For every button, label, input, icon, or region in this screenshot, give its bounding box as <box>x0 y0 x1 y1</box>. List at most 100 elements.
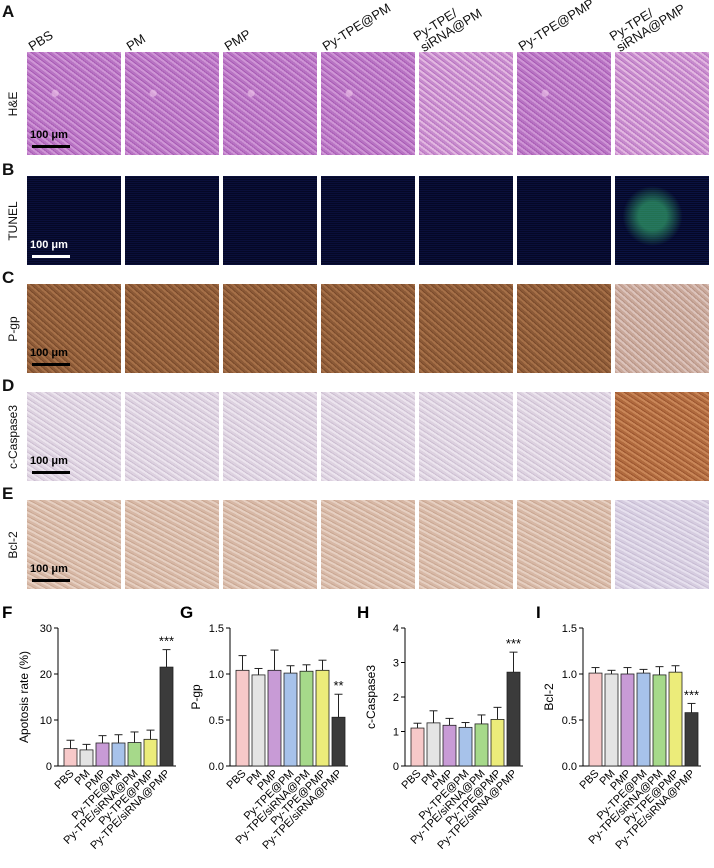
micrograph-h-e-1 <box>125 52 219 155</box>
bar <box>490 719 505 767</box>
bar <box>111 742 126 767</box>
panel-label-h: H <box>357 603 369 622</box>
x-tick-label: Py-TPE/siRNA@PMP <box>88 768 172 852</box>
micrograph-tunel-0 <box>27 176 121 265</box>
group-label-6: Py-TPE/ siRNA@PMP <box>606 0 688 55</box>
x-tick-label: Py-TPE/siRNA@PM <box>234 768 313 847</box>
y-tick-label: 20 <box>40 669 52 681</box>
x-tick-label: Py-TPE@PMP <box>269 768 329 828</box>
scale-bar <box>32 145 70 148</box>
bar <box>474 723 489 767</box>
x-tick-label: Py-TPE/siRNA@PMP <box>613 768 697 852</box>
scale-bar <box>32 471 70 474</box>
micrograph-bcl-2-4 <box>419 500 513 589</box>
scale-bar <box>32 579 70 582</box>
micrograph-c-caspase3-6 <box>615 392 709 481</box>
scale-bar-label: 100 μm <box>30 347 68 359</box>
micrograph-h-e-0 <box>27 52 121 155</box>
x-tick-label: PBS <box>225 768 249 792</box>
scale-bar-label: 100 μm <box>30 563 68 575</box>
y-tick-label: 0.0 <box>562 761 577 773</box>
x-tick-label: PMP <box>83 768 108 793</box>
group-label-5: Py-TPE@PMP <box>515 0 597 54</box>
y-axis-label: P-gp <box>189 684 203 710</box>
y-tick-label: 1.0 <box>209 669 224 681</box>
y-tick-label: 0.5 <box>562 715 577 727</box>
bar <box>442 724 457 767</box>
y-tick-label: 0.5 <box>209 715 224 727</box>
y-tick-label: 4 <box>393 623 399 635</box>
micrograph-h-e-3 <box>321 52 415 155</box>
micrograph-c-caspase3-2 <box>223 392 317 481</box>
bar <box>636 672 651 767</box>
bar <box>331 716 346 767</box>
micrograph-c-caspase3-1 <box>125 392 219 481</box>
bar <box>668 671 683 767</box>
micrograph-p-gp-1 <box>125 284 219 373</box>
y-tick-label: 0.0 <box>209 761 224 773</box>
x-tick-label: Py-TPE@PMP <box>444 768 504 828</box>
bar <box>235 669 250 767</box>
group-label-1: PM <box>123 30 149 54</box>
micrograph-tunel-2 <box>223 176 317 265</box>
y-tick-label: 1 <box>393 727 399 739</box>
group-label-4: Py-TPE/ siRNA@PM <box>410 5 485 55</box>
group-label-3: Py-TPE@PM <box>319 0 394 54</box>
bar <box>604 673 619 767</box>
bar <box>127 742 142 767</box>
x-tick-label: Py-TPE/siRNA@PM <box>62 768 141 847</box>
y-tick-label: 2 <box>393 692 399 704</box>
micrograph-bcl-2-6 <box>615 500 709 589</box>
bar <box>159 666 174 767</box>
bar <box>315 669 330 767</box>
x-tick-label: Py-TPE/siRNA@PMP <box>435 768 519 852</box>
bar <box>588 672 603 767</box>
micrograph-c-caspase3-3 <box>321 392 415 481</box>
panel-label-e: E <box>2 484 14 503</box>
x-tick-label: Py-TPE/siRNA@PM <box>409 768 488 847</box>
x-tick-label: PMP <box>608 768 633 793</box>
scale-bar-label: 100 μm <box>30 129 68 141</box>
x-tick-label: PMP <box>430 768 455 793</box>
x-tick-label: Py-TPE@PM <box>417 768 472 823</box>
bar <box>620 673 635 767</box>
x-tick-label: PM <box>244 768 264 788</box>
bar <box>63 748 78 767</box>
micrograph-p-gp-5 <box>517 284 611 373</box>
micrograph-h-e-5 <box>517 52 611 155</box>
micrograph-tunel-6 <box>615 176 709 265</box>
x-tick-label: PBS <box>578 768 602 792</box>
micrograph-tunel-3 <box>321 176 415 265</box>
y-tick-label: 30 <box>40 623 52 635</box>
micrograph-bcl-2-3 <box>321 500 415 589</box>
panel-label-d: D <box>2 376 15 395</box>
significance-annotation: *** <box>506 636 521 651</box>
x-tick-label: Py-TPE@PM <box>242 768 297 823</box>
x-tick-label: PBS <box>400 768 424 792</box>
y-tick-label: 3 <box>393 658 399 670</box>
panel-label-b: B <box>2 160 15 179</box>
panel-label-a: A <box>2 2 15 21</box>
scale-bar-label: 100 μm <box>30 239 68 251</box>
bar <box>79 749 94 767</box>
micrograph-p-gp-2 <box>223 284 317 373</box>
micrograph-c-caspase3-0 <box>27 392 121 481</box>
row-label-0: H&E <box>6 91 20 116</box>
x-tick-label: PBS <box>53 768 77 792</box>
x-tick-label: Py-TPE@PM <box>70 768 125 823</box>
y-tick-label: 10 <box>40 715 52 727</box>
micrograph-p-gp-0 <box>27 284 121 373</box>
row-label-2: P-gp <box>6 315 20 342</box>
bar <box>410 727 425 767</box>
micrograph-bcl-2-5 <box>517 500 611 589</box>
x-tick-label: Py-TPE/siRNA@PMP <box>260 768 344 852</box>
bar <box>251 674 266 767</box>
micrograph-p-gp-3 <box>321 284 415 373</box>
y-tick-label: 0 <box>46 761 52 773</box>
panel-label-i: I <box>536 603 541 622</box>
panel-label-g: G <box>180 603 193 622</box>
bar <box>283 672 298 767</box>
bar <box>506 671 521 767</box>
micrograph-c-caspase3-5 <box>517 392 611 481</box>
